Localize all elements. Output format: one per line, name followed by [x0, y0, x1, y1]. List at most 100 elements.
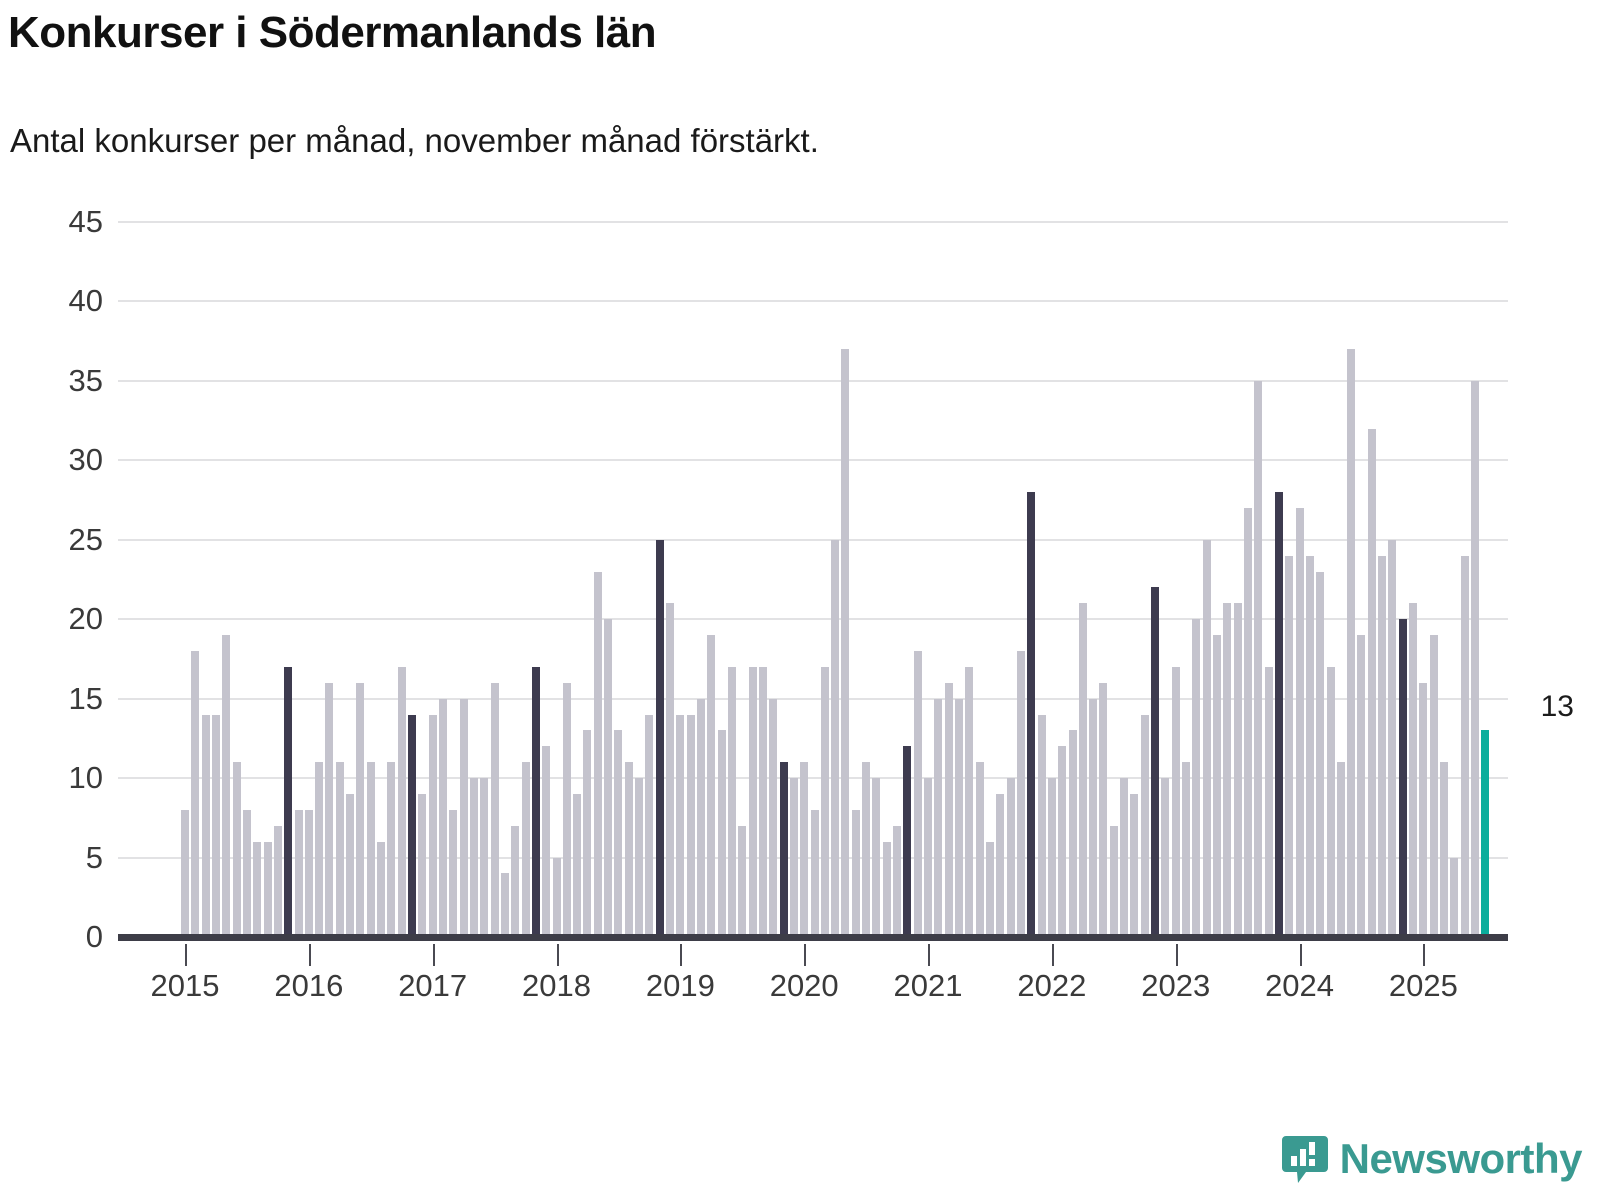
bar-2024-08[interactable]: [1367, 428, 1376, 937]
bar-2015-02[interactable]: [191, 651, 200, 937]
bar-2017-10[interactable]: [521, 762, 530, 937]
bar-2017-07[interactable]: [490, 682, 499, 937]
bar-2019-08[interactable]: [748, 666, 757, 937]
bar-2016-08[interactable]: [377, 841, 386, 937]
bar-2020-06[interactable]: [851, 809, 860, 937]
bar-2023-12[interactable]: [1285, 555, 1294, 937]
bar-2015-03[interactable]: [201, 714, 210, 937]
bar-2018-09[interactable]: [635, 778, 644, 937]
bar-2019-05[interactable]: [717, 730, 726, 937]
bar-2019-10[interactable]: [769, 698, 778, 937]
bar-2024-03[interactable]: [1316, 571, 1325, 937]
bar-2020-10[interactable]: [893, 825, 902, 937]
bar-2022-05[interactable]: [1089, 698, 1098, 937]
bar-2020-09[interactable]: [882, 841, 891, 937]
bar-2023-02[interactable]: [1182, 762, 1191, 937]
bar-2022-04[interactable]: [1078, 603, 1087, 937]
bar-2021-04[interactable]: [955, 698, 963, 937]
bar-2018-12[interactable]: [666, 603, 675, 937]
bar-2021-07[interactable]: [985, 841, 994, 937]
bar-2023-11[interactable]: [1274, 492, 1283, 937]
bar-2019-02[interactable]: [686, 714, 695, 937]
bar-2024-02[interactable]: [1305, 555, 1314, 937]
bar-2017-03[interactable]: [449, 809, 458, 937]
bar-2021-01[interactable]: [924, 778, 933, 937]
bar-2015-06[interactable]: [232, 762, 241, 937]
bar-2019-03[interactable]: [697, 698, 705, 937]
bar-2020-02[interactable]: [810, 809, 819, 937]
bar-2021-03[interactable]: [944, 682, 953, 937]
bar-2022-02[interactable]: [1058, 746, 1067, 937]
bar-2019-11[interactable]: [779, 762, 788, 937]
bar-2022-01[interactable]: [1047, 778, 1056, 937]
bar-2017-04[interactable]: [459, 698, 468, 937]
bar-2023-05[interactable]: [1213, 635, 1221, 937]
bar-2025-05[interactable]: [1460, 555, 1469, 937]
bar-2018-04[interactable]: [583, 730, 592, 937]
bar-2015-12[interactable]: [294, 809, 303, 937]
bar-2020-01[interactable]: [800, 762, 809, 937]
bar-2016-02[interactable]: [315, 762, 324, 937]
bar-2016-01[interactable]: [304, 809, 313, 937]
bar-2016-05[interactable]: [346, 794, 355, 937]
bar-2017-09[interactable]: [511, 825, 520, 937]
bar-2015-07[interactable]: [242, 809, 251, 937]
bar-2022-10[interactable]: [1140, 714, 1149, 937]
bar-2016-06[interactable]: [356, 682, 365, 937]
bar-2015-11[interactable]: [284, 666, 293, 937]
bar-2025-01[interactable]: [1419, 682, 1428, 937]
bar-2018-05[interactable]: [593, 571, 602, 937]
bar-2019-06[interactable]: [727, 666, 736, 937]
bar-2023-04[interactable]: [1202, 539, 1211, 937]
bar-2025-04[interactable]: [1450, 857, 1459, 937]
bar-2020-05[interactable]: [841, 349, 850, 937]
bar-2023-10[interactable]: [1264, 666, 1273, 937]
bar-2024-11[interactable]: [1398, 619, 1407, 937]
bar-2017-08[interactable]: [500, 873, 509, 937]
bar-2018-06[interactable]: [604, 619, 613, 937]
bar-2025-07[interactable]: [1481, 730, 1490, 937]
bar-2024-10[interactable]: [1388, 539, 1397, 937]
bar-2021-02[interactable]: [934, 698, 943, 937]
bar-2024-06[interactable]: [1347, 349, 1356, 937]
bar-2022-11[interactable]: [1151, 587, 1160, 937]
bar-2021-05[interactable]: [965, 666, 974, 937]
bar-2019-09[interactable]: [758, 666, 767, 937]
bar-2015-08[interactable]: [253, 841, 262, 937]
bar-2016-04[interactable]: [335, 762, 344, 937]
bar-2016-10[interactable]: [397, 666, 406, 937]
bar-2018-10[interactable]: [645, 714, 654, 937]
bar-2024-04[interactable]: [1326, 666, 1335, 937]
bar-2020-07[interactable]: [862, 762, 871, 937]
bar-2024-12[interactable]: [1409, 603, 1418, 937]
bar-2021-10[interactable]: [1016, 651, 1025, 937]
bar-2022-03[interactable]: [1068, 730, 1077, 937]
bar-2018-02[interactable]: [562, 682, 571, 937]
bar-2025-03[interactable]: [1440, 762, 1449, 937]
bar-2018-11[interactable]: [655, 539, 664, 937]
bar-2021-09[interactable]: [1006, 778, 1015, 937]
bar-2017-06[interactable]: [480, 778, 489, 937]
bar-2016-11[interactable]: [408, 714, 417, 937]
bar-2023-07[interactable]: [1233, 603, 1242, 937]
bar-2017-11[interactable]: [531, 666, 540, 937]
bar-2023-01[interactable]: [1171, 666, 1180, 937]
bar-2020-08[interactable]: [872, 778, 881, 937]
bar-2024-09[interactable]: [1378, 555, 1387, 937]
bar-2017-02[interactable]: [439, 698, 447, 937]
bar-2021-06[interactable]: [975, 762, 984, 937]
bar-2021-12[interactable]: [1037, 714, 1046, 937]
bar-2017-12[interactable]: [542, 746, 551, 937]
bar-2016-09[interactable]: [387, 762, 396, 937]
bar-2025-02[interactable]: [1429, 635, 1438, 937]
bar-2016-07[interactable]: [366, 762, 375, 937]
bar-2020-04[interactable]: [831, 539, 840, 937]
bar-2023-06[interactable]: [1223, 603, 1232, 937]
bar-2020-12[interactable]: [913, 651, 922, 937]
bar-2018-07[interactable]: [614, 730, 623, 937]
bar-2019-01[interactable]: [676, 714, 685, 937]
bar-2018-03[interactable]: [573, 794, 582, 937]
bar-2019-04[interactable]: [707, 635, 716, 937]
bar-2017-05[interactable]: [469, 778, 478, 937]
bar-2023-03[interactable]: [1192, 619, 1201, 937]
